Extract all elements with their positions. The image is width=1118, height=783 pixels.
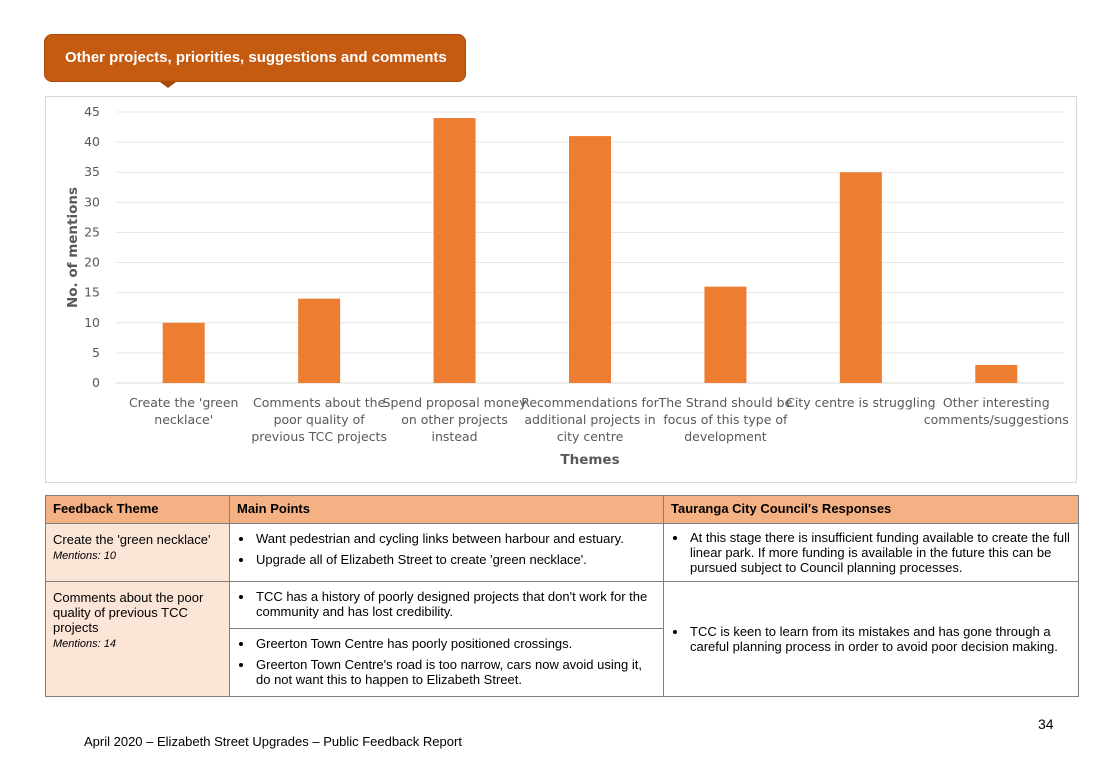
- y-tick-label: 0: [92, 375, 100, 390]
- y-axis-title: No. of mentions: [65, 187, 81, 308]
- y-tick-label: 25: [84, 224, 100, 239]
- x-category-label: Comments about the: [253, 395, 386, 410]
- list-item: Greerton Town Centre's road is too narro…: [254, 657, 655, 687]
- main-points-cell: Greerton Town Centre has poorly position…: [229, 628, 664, 697]
- x-category-label: development: [684, 429, 767, 444]
- y-tick-label: 20: [84, 255, 100, 270]
- y-tick-label: 45: [84, 104, 100, 119]
- bar: [298, 298, 341, 383]
- x-category-label: instead: [432, 429, 478, 444]
- x-category-label: poor quality of: [274, 412, 366, 427]
- x-category-label: Create the 'green: [129, 395, 239, 410]
- response-cell: At this stage there is insufficient fund…: [663, 523, 1079, 582]
- y-tick-label: 40: [84, 134, 100, 149]
- bar: [433, 118, 476, 384]
- chart-svg: 0 5 10 15 20 25 30 35 40 45 Create the 'green neckl…: [65, 104, 1069, 468]
- x-category-label: Spend proposal money: [383, 395, 527, 410]
- x-category-label: comments/suggestions: [924, 412, 1069, 427]
- y-tick-label: 35: [84, 164, 100, 179]
- y-tick-label: 10: [84, 315, 100, 330]
- response-cell: TCC is keen to learn from its mistakes a…: [663, 581, 1079, 697]
- x-category-label: necklace': [154, 412, 213, 427]
- x-category-label: city centre: [557, 429, 624, 444]
- main-points-cell: Want pedestrian and cycling links betwee…: [229, 523, 664, 582]
- x-category-label: Other interesting: [943, 395, 1050, 410]
- bar: [569, 136, 611, 383]
- list-item: TCC has a history of poorly designed pro…: [254, 589, 655, 619]
- section-banner: Other projects, priorities, suggestions …: [44, 34, 466, 82]
- mentions-count: Mentions: 10: [53, 550, 116, 562]
- footer-text: April 2020 – Elizabeth Street Upgrades –…: [84, 734, 462, 749]
- bar: [975, 364, 1018, 383]
- bar: [704, 286, 747, 383]
- list-item: Want pedestrian and cycling links betwee…: [254, 531, 655, 546]
- bar-chart: 0 5 10 15 20 25 30 35 40 45 Create the 'green neckl…: [45, 96, 1077, 483]
- page-number: 34: [1038, 716, 1054, 732]
- table-row: Create the 'green necklace' Mentions: 10…: [45, 523, 1079, 582]
- list-item: TCC is keen to learn from its mistakes a…: [688, 624, 1070, 654]
- mentions-count: Mentions: 14: [53, 638, 116, 650]
- header-main-points: Main Points: [229, 495, 664, 524]
- list-item: Upgrade all of Elizabeth Street to creat…: [254, 552, 655, 567]
- theme-name: Create the 'green necklace': [53, 532, 211, 547]
- main-points-cell: TCC has a history of poorly designed pro…: [229, 581, 664, 629]
- table-header-row: Feedback Theme Main Points Tauranga City…: [45, 495, 1079, 524]
- bar: [839, 172, 882, 383]
- list-item: Greerton Town Centre has poorly position…: [254, 636, 655, 651]
- bar: [162, 322, 205, 383]
- feedback-table: Feedback Theme Main Points Tauranga City…: [45, 495, 1079, 697]
- banner-pointer: [160, 82, 176, 88]
- y-tick-label: 15: [84, 285, 100, 300]
- table-row: Greerton Town Centre has poorly position…: [46, 628, 1079, 697]
- x-category-label: City centre is struggling: [786, 395, 936, 410]
- x-category-label: The Strand should be: [658, 395, 793, 410]
- theme-cell: Comments about the poor quality of previ…: [45, 581, 230, 697]
- y-tick-label: 5: [92, 345, 100, 360]
- header-council-responses: Tauranga City Council's Responses: [663, 495, 1079, 524]
- x-category-label: previous TCC projects: [251, 429, 387, 444]
- x-axis-title: Themes: [560, 452, 619, 468]
- x-category-label: on other projects: [401, 412, 508, 427]
- header-feedback-theme: Feedback Theme: [45, 495, 230, 524]
- x-category-label: additional projects in: [524, 412, 655, 427]
- theme-cell: Create the 'green necklace' Mentions: 10: [45, 523, 230, 582]
- x-category-label: Recommendations for: [521, 395, 659, 410]
- table-row: Comments about the poor quality of previ…: [45, 581, 1079, 697]
- y-tick-label: 30: [84, 194, 100, 209]
- section-title: Other projects, priorities, suggestions …: [65, 49, 447, 66]
- theme-name: Comments about the poor quality of previ…: [53, 590, 204, 635]
- list-item: At this stage there is insufficient fund…: [688, 530, 1070, 575]
- x-category-label: focus of this type of: [663, 412, 788, 427]
